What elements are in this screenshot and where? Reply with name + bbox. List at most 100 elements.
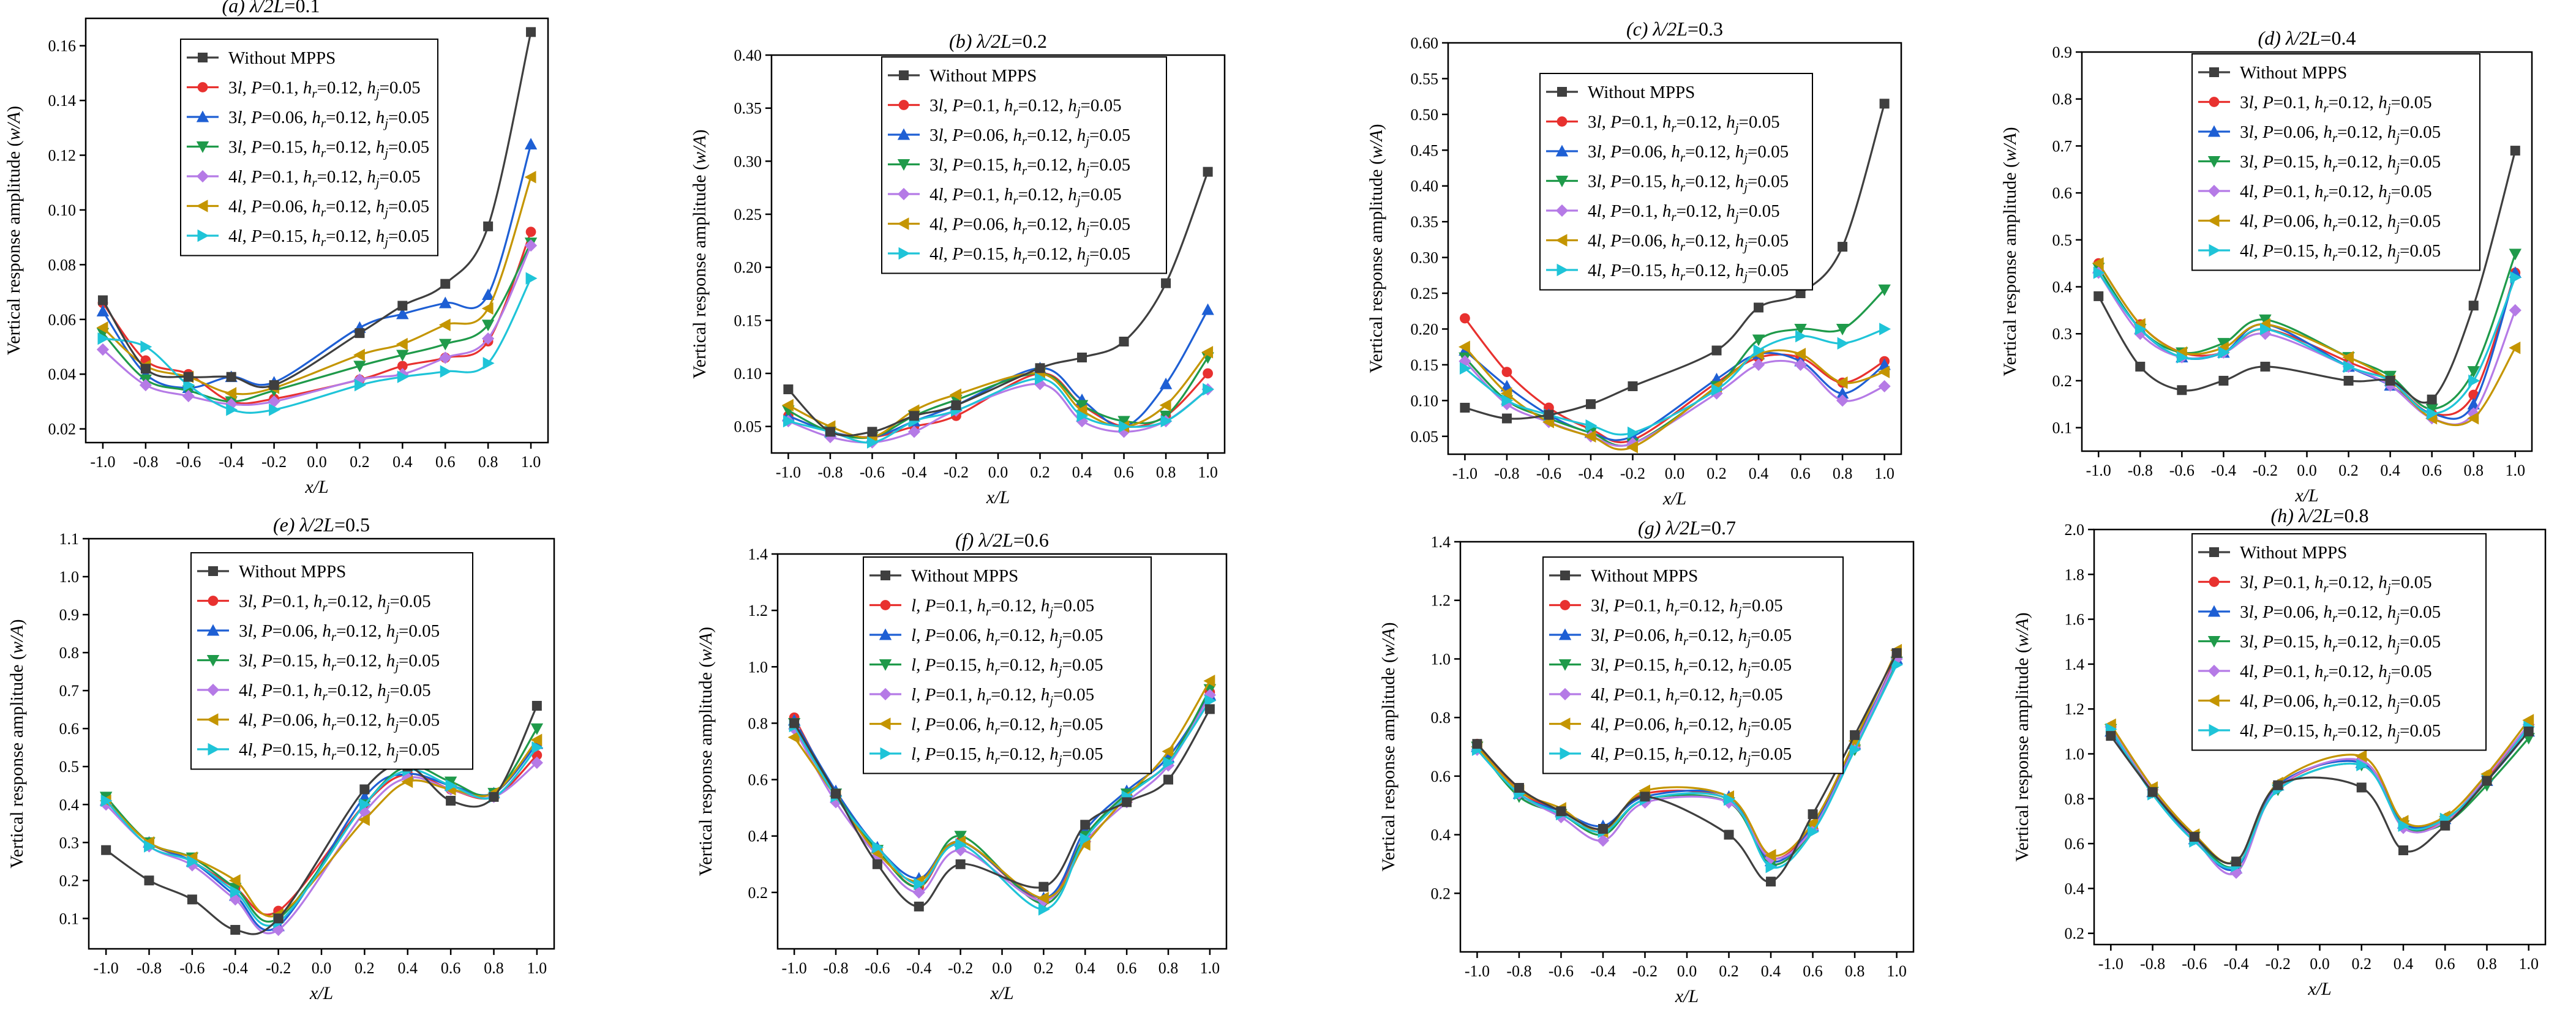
legend-text-part: =0.05 bbox=[1089, 215, 1130, 234]
legend-label: 4l, P=0.15, hr=0.12, hj=0.05 bbox=[228, 226, 429, 249]
legend-marker bbox=[2209, 244, 2221, 257]
legend-text-part: =0.12, bbox=[317, 167, 367, 187]
legend-text-part: Without MPPS bbox=[1588, 83, 1695, 102]
legend-text-part: =0.12, bbox=[1685, 231, 1735, 251]
legend-text-part: =0.1, bbox=[1621, 201, 1662, 221]
legend-text-part: =0.05 bbox=[1062, 626, 1103, 645]
data-point bbox=[269, 403, 281, 416]
data-point bbox=[1794, 324, 1807, 335]
data-point bbox=[2427, 407, 2439, 420]
y-tick-label: 0.7 bbox=[59, 682, 80, 700]
legend-text-part: h bbox=[2387, 212, 2397, 231]
legend-text-part: Without MPPS bbox=[228, 48, 336, 68]
legend-text-part: h bbox=[986, 744, 995, 764]
legend-text-part: P bbox=[1610, 172, 1621, 192]
legend-text-part: h bbox=[2323, 692, 2332, 711]
legend-text-part: h bbox=[1735, 261, 1744, 280]
series-4 bbox=[96, 239, 538, 411]
data-point bbox=[439, 296, 452, 309]
y-tick-label: 0.12 bbox=[48, 147, 77, 165]
x-tick-label: -0.6 bbox=[176, 453, 201, 471]
data-point bbox=[1203, 383, 1215, 396]
legend-text-part: =0.15, bbox=[262, 138, 312, 157]
y-tick-label: 0.35 bbox=[1411, 213, 1439, 231]
y-tick-label: 0.8 bbox=[748, 714, 768, 732]
legend-label: 4l, P=0.1, hr=0.12, hj=0.05 bbox=[1591, 685, 1783, 708]
data-point bbox=[2467, 412, 2479, 425]
legend-text-part: =0.05 bbox=[399, 621, 440, 641]
legend-text-part: =0.12, bbox=[1027, 155, 1077, 175]
legend-text-part: , bbox=[1605, 656, 1614, 675]
legend-text-part: j bbox=[2394, 249, 2400, 264]
legend-text-part: =0.06, bbox=[2274, 692, 2324, 711]
legend-marker bbox=[208, 596, 219, 606]
legend-text-part: =0.05 bbox=[1089, 155, 1130, 175]
data-point bbox=[1596, 834, 1610, 847]
legend-text-part: h bbox=[1671, 172, 1680, 192]
legend-text-part: , bbox=[2254, 241, 2263, 261]
legend-text-part: =0.05 bbox=[1062, 715, 1103, 735]
series-5 bbox=[96, 171, 536, 400]
legend-text-part: 3 bbox=[2240, 93, 2249, 113]
legend-label: 4l, P=0.1, hr=0.12, hj=0.05 bbox=[929, 185, 1122, 208]
data-point bbox=[907, 425, 921, 438]
x-tick-label: 0.6 bbox=[1790, 465, 1811, 482]
legend-text-part: r bbox=[331, 748, 337, 763]
legend-text-part: , bbox=[253, 711, 262, 730]
series-line bbox=[2097, 263, 2517, 416]
legend-text-part: r bbox=[1683, 723, 1689, 738]
legend-label: Without MPPS bbox=[228, 48, 336, 68]
data-point bbox=[481, 302, 494, 315]
y-axis-label-unit: w/A bbox=[1366, 130, 1386, 159]
data-point bbox=[524, 138, 538, 150]
data-point bbox=[359, 784, 370, 795]
legend-text-part: h bbox=[1738, 656, 1748, 675]
y-tick-label: 0.5 bbox=[2052, 231, 2073, 249]
series-1 bbox=[1460, 313, 1890, 446]
x-tick-label: 0.6 bbox=[441, 959, 461, 977]
title-ratio: λ/2L bbox=[978, 529, 1013, 551]
legend-text-part: h bbox=[2315, 93, 2324, 113]
legend-marker bbox=[208, 566, 218, 576]
legend-text-part: =0.05 bbox=[1062, 656, 1103, 675]
series-line bbox=[102, 242, 532, 403]
data-point bbox=[2092, 256, 2104, 270]
title-letter: (a) bbox=[222, 0, 250, 17]
legend-marker bbox=[2209, 67, 2219, 77]
legend-label: 3l, P=0.15, hr=0.12, hj=0.05 bbox=[2240, 152, 2441, 175]
legend-text-part: =0.12, bbox=[1000, 626, 1050, 645]
data-point bbox=[2522, 714, 2534, 727]
legend-text-part: j bbox=[383, 116, 388, 130]
legend-text-part: h bbox=[1665, 685, 1675, 705]
legend-text-part: r bbox=[1013, 193, 1018, 208]
legend-text-part: 4 bbox=[2240, 692, 2249, 711]
legend-text-part: l bbox=[1597, 261, 1602, 280]
data-point bbox=[1752, 358, 1765, 371]
legend-text-part: r bbox=[2332, 249, 2338, 264]
legend-text-part: =0.05 bbox=[1751, 715, 1792, 735]
legend-text-part: r bbox=[2332, 220, 2338, 234]
legend-text-part: l bbox=[238, 138, 242, 157]
series-line bbox=[788, 378, 1209, 444]
legend-text-part: 3 bbox=[1588, 113, 1597, 132]
legend-text-part: j bbox=[1075, 104, 1081, 119]
legend-text-part: l bbox=[911, 685, 916, 705]
legend-text-part: h bbox=[1050, 656, 1059, 675]
legend-text-part: r bbox=[1022, 223, 1027, 238]
legend-text-part: P bbox=[925, 626, 936, 645]
legend-text-part: r bbox=[1022, 163, 1027, 178]
legend-text-part: r bbox=[331, 659, 337, 674]
data-point bbox=[2135, 323, 2147, 335]
legend-marker bbox=[880, 600, 891, 610]
legend-text-part: , bbox=[944, 155, 953, 175]
legend-label: Without MPPS bbox=[1588, 83, 1695, 102]
x-tick-label: 0.0 bbox=[1677, 962, 1697, 980]
legend-text-part: =0.05 bbox=[1053, 596, 1094, 616]
x-axis-label: x/L bbox=[309, 983, 333, 1003]
y-axis-label-unit: w/A bbox=[696, 632, 716, 661]
legend-text-part: =0.06, bbox=[1624, 626, 1675, 645]
data-point bbox=[1794, 358, 1807, 371]
y-tick-label: 0.4 bbox=[748, 828, 768, 845]
legend-marker bbox=[897, 187, 911, 201]
